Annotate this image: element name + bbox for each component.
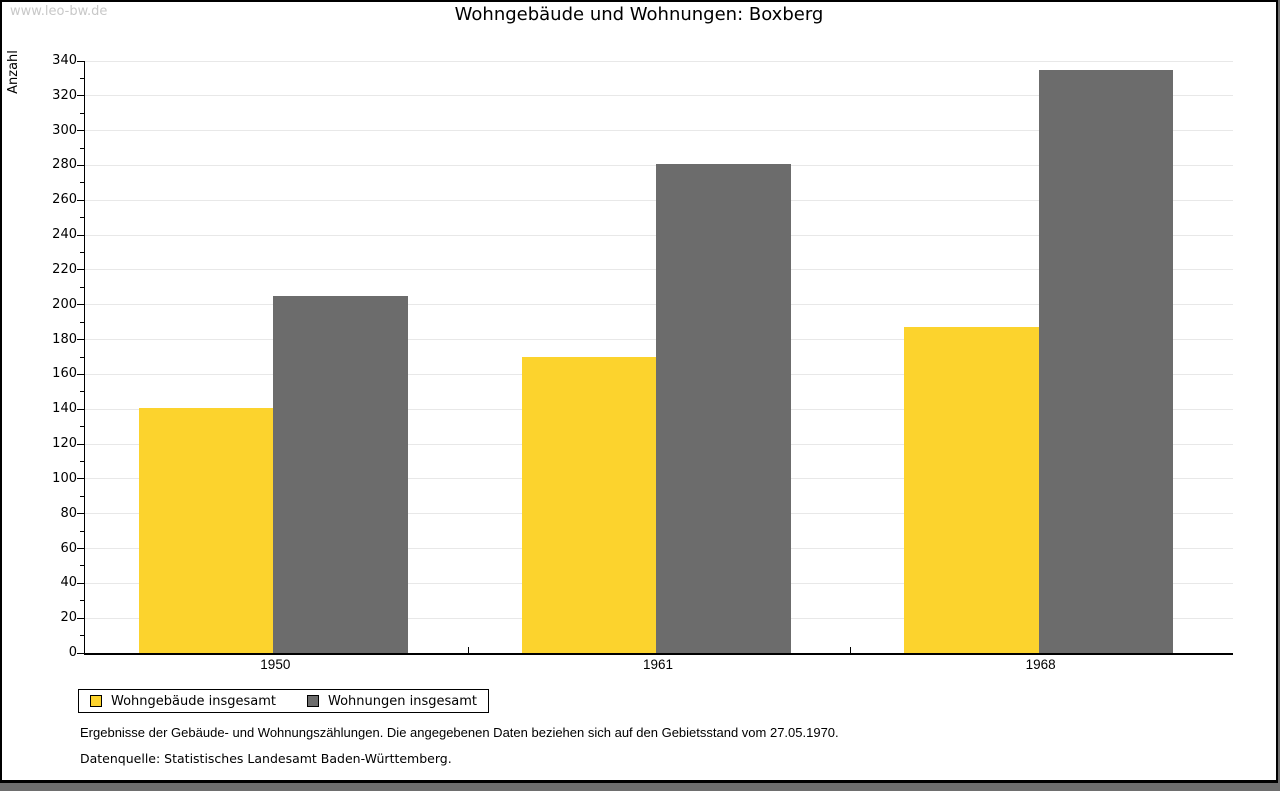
y-major-tick: [77, 443, 84, 445]
legend-label: Wohnungen insgesamt: [328, 693, 477, 709]
y-tick-label: 300: [52, 122, 77, 138]
x-axis-labels: 1950 1961 1968: [84, 657, 1232, 675]
y-minor-tick: [80, 286, 84, 288]
gridline: [85, 95, 1233, 97]
bar-1961-wohngebaeude: [521, 357, 657, 653]
plot-area: [77, 60, 1233, 655]
chart-title: Wohngebäude und Wohnungen: Boxberg: [454, 4, 824, 25]
y-minor-tick: [80, 252, 84, 254]
y-major-tick: [77, 339, 84, 341]
y-minor-tick: [80, 426, 84, 428]
y-tick-label: 240: [52, 227, 77, 243]
y-major-tick: [77, 373, 84, 375]
y-tick-label: 40: [60, 575, 77, 591]
watermark: www.leo-bw.de: [10, 4, 108, 19]
legend-item: Wohngebäude insgesamt: [90, 694, 276, 709]
y-tick-label: 160: [52, 366, 77, 382]
bar-1961-wohnungen: [656, 163, 791, 653]
y-minor-tick: [80, 112, 84, 114]
y-major-tick: [77, 60, 84, 62]
y-major-tick: [77, 304, 84, 306]
y-major-tick: [77, 199, 84, 201]
y-minor-tick: [80, 600, 84, 602]
y-minor-tick: [80, 530, 84, 532]
y-tick-label: 80: [60, 505, 77, 521]
y-tick-label: 220: [52, 261, 77, 277]
bar-1950-wohnungen: [273, 296, 408, 653]
y-minor-tick: [80, 356, 84, 358]
gridline: [85, 130, 1233, 132]
y-major-tick: [77, 617, 84, 619]
y-tick-label: 60: [60, 540, 77, 556]
y-minor-tick: [80, 321, 84, 323]
footnote-source-note: Ergebnisse der Gebäude- und Wohnungszähl…: [80, 725, 839, 740]
y-major-tick: [77, 582, 84, 584]
y-major-tick: [77, 234, 84, 236]
legend-swatch: [90, 695, 102, 707]
y-minor-tick: [80, 391, 84, 393]
legend: Wohngebäude insgesamt Wohnungen insgesamt: [78, 689, 489, 713]
y-minor-tick: [80, 495, 84, 497]
y-minor-tick: [80, 635, 84, 637]
y-minor-tick: [80, 217, 84, 219]
y-major-tick: [77, 548, 84, 550]
y-major-tick: [77, 478, 84, 480]
x-tick-label: 1950: [260, 657, 291, 672]
y-minor-tick: [80, 182, 84, 184]
footnote-data-source: Datenquelle: Statistisches Landesamt Bad…: [80, 751, 452, 766]
y-axis-labels: 0 20 40 60 80 100 120 140 160 180 200 220 240 260 280 3…: [2, 53, 77, 660]
y-tick-label: 100: [52, 470, 77, 486]
x-boundary-tick: [467, 647, 469, 653]
y-tick-label: 340: [52, 53, 77, 68]
y-minor-tick: [80, 77, 84, 79]
y-tick-label: 180: [52, 331, 77, 347]
y-major-tick: [77, 652, 84, 654]
y-major-tick: [77, 408, 84, 410]
y-major-tick: [77, 513, 84, 515]
y-major-tick: [77, 130, 84, 132]
y-minor-tick: [80, 147, 84, 149]
bar-1968-wohngebaeude: [904, 327, 1039, 653]
legend-item: Wohnungen insgesamt: [307, 694, 477, 709]
y-tick-label: 120: [52, 436, 77, 452]
y-tick-label: 320: [52, 87, 77, 103]
y-major-tick: [77, 164, 84, 166]
y-tick-label: 200: [52, 296, 77, 312]
y-minor-tick: [80, 460, 84, 462]
legend-label: Wohngebäude insgesamt: [111, 693, 276, 709]
y-tick-label: 20: [60, 610, 77, 626]
legend-swatch: [307, 695, 319, 707]
y-tick-label: 280: [52, 157, 77, 173]
y-tick-label: 140: [52, 401, 77, 417]
y-tick-label: 260: [52, 192, 77, 208]
x-boundary-tick: [850, 647, 852, 653]
y-major-tick: [77, 269, 84, 271]
gridline: [85, 60, 1233, 62]
y-tick-label: 0: [68, 645, 77, 660]
bar-1950-wohngebaeude: [138, 407, 274, 653]
x-tick-label: 1961: [642, 657, 673, 672]
bar-1968-wohnungen: [1038, 69, 1174, 653]
y-minor-tick: [80, 565, 84, 567]
x-tick-label: 1968: [1025, 657, 1056, 672]
y-major-tick: [77, 95, 84, 97]
